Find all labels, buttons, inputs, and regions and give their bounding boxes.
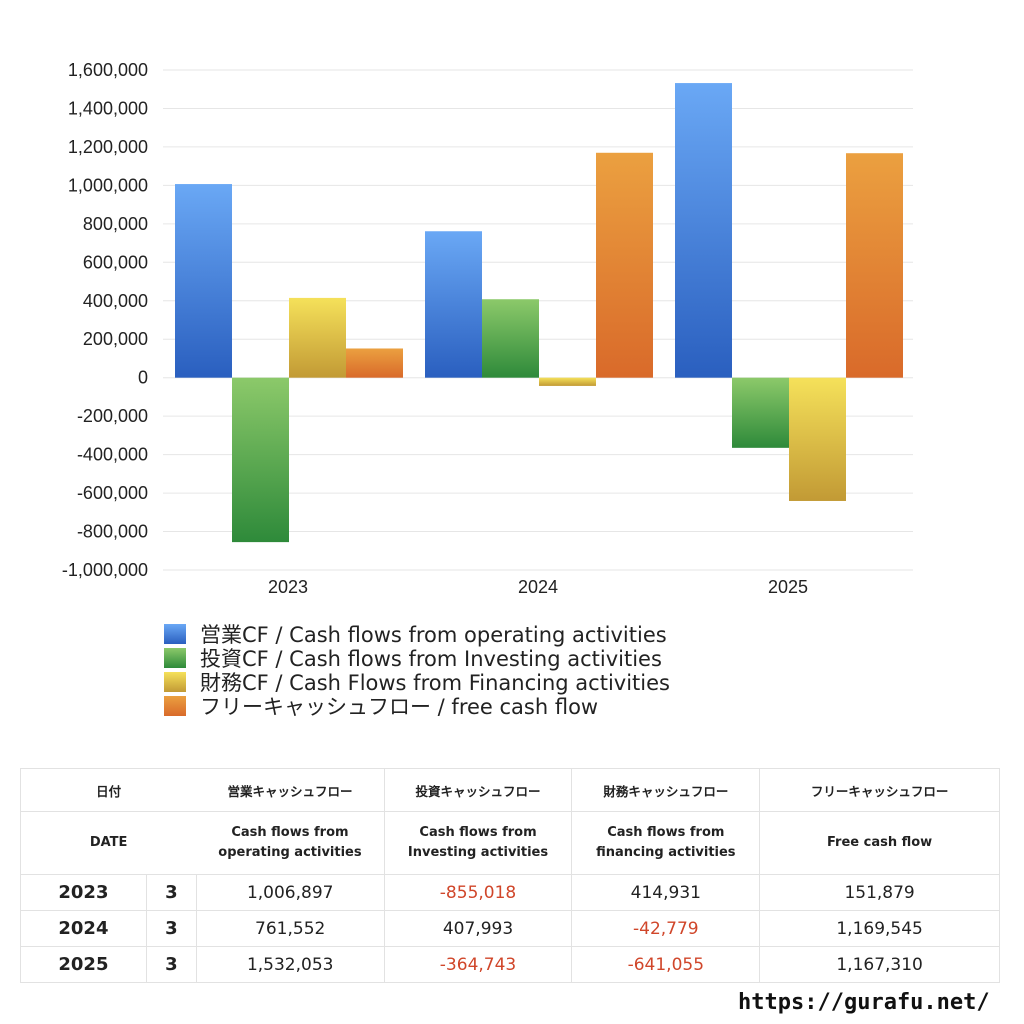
table-row: 2024 3 761,552 407,993 -42,779 1,169,545 (20, 910, 1000, 947)
row-investing: 407,993 (383, 910, 573, 947)
header-investing-jp: 投資キャッシュフロー (383, 768, 573, 812)
legend-item-operating: 営業CF / Cash flows from operating activit… (164, 622, 670, 647)
legend-swatch-financing (164, 672, 186, 692)
table-row: 2023 3 1,006,897 -855,018 414,931 151,87… (20, 874, 1000, 911)
y-tick-label: 1,600,000 (68, 60, 148, 80)
row-free: 151,879 (759, 874, 1000, 911)
bar-2024-series-0 (425, 231, 482, 378)
y-tick-label: 1,000,000 (68, 175, 148, 195)
legend-label-financing: 財務CF / Cash Flows from Financing activit… (200, 671, 670, 695)
header-operating-en: Cash flows from operating activities (196, 811, 385, 875)
row-financing: -42,779 (571, 910, 761, 947)
header-financing-en-line2: financing activities (596, 845, 736, 860)
row-operating: 1,532,053 (195, 946, 385, 983)
header-investing-en-line2: Investing activities (407, 845, 549, 860)
row-financing: -641,055 (571, 946, 761, 983)
bars (175, 83, 903, 543)
y-tick-label: -200,000 (77, 406, 148, 426)
row-month: 3 (145, 946, 197, 983)
bar-2023-series-3 (346, 348, 403, 378)
row-operating: 1,006,897 (195, 874, 385, 911)
legend-item-financing: 財務CF / Cash Flows from Financing activit… (164, 670, 670, 695)
legend-label-investing: 投資CF / Cash flows from Investing activit… (200, 647, 662, 671)
legend-item-free: フリーキャッシュフロー / free cash flow (164, 694, 670, 719)
y-tick-label: -800,000 (77, 522, 148, 542)
x-tick-label: 2025 (768, 577, 808, 597)
table-row: 2025 3 1,532,053 -364,743 -641,055 1,167… (20, 946, 1000, 983)
legend: 営業CF / Cash flows from operating activit… (164, 622, 670, 719)
row-year: 2025 (20, 946, 147, 983)
row-operating: 761,552 (195, 910, 385, 947)
bar-2025-series-3 (846, 153, 903, 378)
y-tick-label: -400,000 (77, 445, 148, 465)
cash-flow-table: 日付 営業キャッシュフロー 投資キャッシュフロー 財務キャッシュフロー フリーキ… (20, 768, 1000, 983)
header-operating-en-line2: operating activities (218, 845, 362, 860)
header-date-jp: 日付 (20, 768, 197, 812)
y-tick-label: 1,400,000 (68, 98, 148, 118)
row-free: 1,169,545 (759, 910, 1000, 947)
header-free-en: Free cash flow (759, 811, 1000, 875)
header-operating-en-line1: Cash flows from (231, 825, 349, 840)
y-tick-label: 800,000 (83, 214, 148, 234)
table-header-jp: 日付 営業キャッシュフロー 投資キャッシュフロー 財務キャッシュフロー フリーキ… (20, 768, 1000, 812)
row-investing: -364,743 (383, 946, 573, 983)
header-investing-en-line1: Cash flows from (419, 825, 537, 840)
y-tick-label: 200,000 (83, 329, 148, 349)
y-tick-label: 400,000 (83, 291, 148, 311)
row-investing: -855,018 (383, 874, 573, 911)
legend-label-free: フリーキャッシュフロー / free cash flow (200, 695, 599, 719)
y-tick-label: -1,000,000 (62, 560, 148, 580)
row-month: 3 (145, 874, 197, 911)
y-tick-label: 600,000 (83, 252, 148, 272)
bar-2023-series-1 (232, 377, 289, 543)
bar-2024-series-1 (482, 299, 539, 378)
y-axis-ticks: 1,600,000 1,400,000 1,200,000 1,000,000 800,… (62, 60, 148, 580)
bar-2025-series-0 (675, 83, 732, 378)
header-financing-en-line1: Cash flows from (607, 825, 725, 840)
x-tick-label: 2023 (268, 577, 308, 597)
row-year: 2023 (20, 874, 147, 911)
header-investing-en: Cash flows from Investing activities (383, 811, 573, 875)
row-month: 3 (145, 910, 197, 947)
row-year: 2024 (20, 910, 147, 947)
y-tick-label: -600,000 (77, 483, 148, 503)
header-financing-en: Cash flows from financing activities (571, 811, 761, 875)
y-tick-label: 0 (138, 368, 148, 388)
table-header-en: DATE Cash flows from operating activities… (20, 811, 1000, 875)
legend-swatch-investing (164, 648, 186, 668)
bar-2024-series-2 (539, 377, 596, 386)
row-free: 1,167,310 (759, 946, 1000, 983)
y-tick-label: 1,200,000 (68, 137, 148, 157)
cash-flow-bar-chart: 1,600,000 1,400,000 1,200,000 1,000,000 800,… (62, 60, 913, 597)
legend-swatch-operating (164, 624, 186, 644)
header-operating-jp: 営業キャッシュフロー (196, 768, 385, 812)
bar-2024-series-3 (596, 152, 653, 378)
legend-label-operating: 営業CF / Cash flows from operating activit… (200, 623, 667, 647)
site-url[interactable]: https://gurafu.net/ (738, 990, 990, 1015)
x-axis-ticks: 2023 2024 2025 (268, 577, 808, 597)
bar-2025-series-2 (789, 377, 846, 501)
bar-2025-series-1 (732, 377, 789, 448)
legend-swatch-free (164, 696, 186, 716)
bar-2023-series-2 (289, 297, 346, 378)
header-free-jp: フリーキャッシュフロー (759, 768, 1000, 812)
header-date-en: DATE (20, 811, 197, 875)
bar-2023-series-0 (175, 184, 232, 378)
legend-item-investing: 投資CF / Cash flows from Investing activit… (164, 646, 670, 671)
x-tick-label: 2024 (518, 577, 558, 597)
header-financing-jp: 財務キャッシュフロー (571, 768, 761, 812)
row-financing: 414,931 (571, 874, 761, 911)
